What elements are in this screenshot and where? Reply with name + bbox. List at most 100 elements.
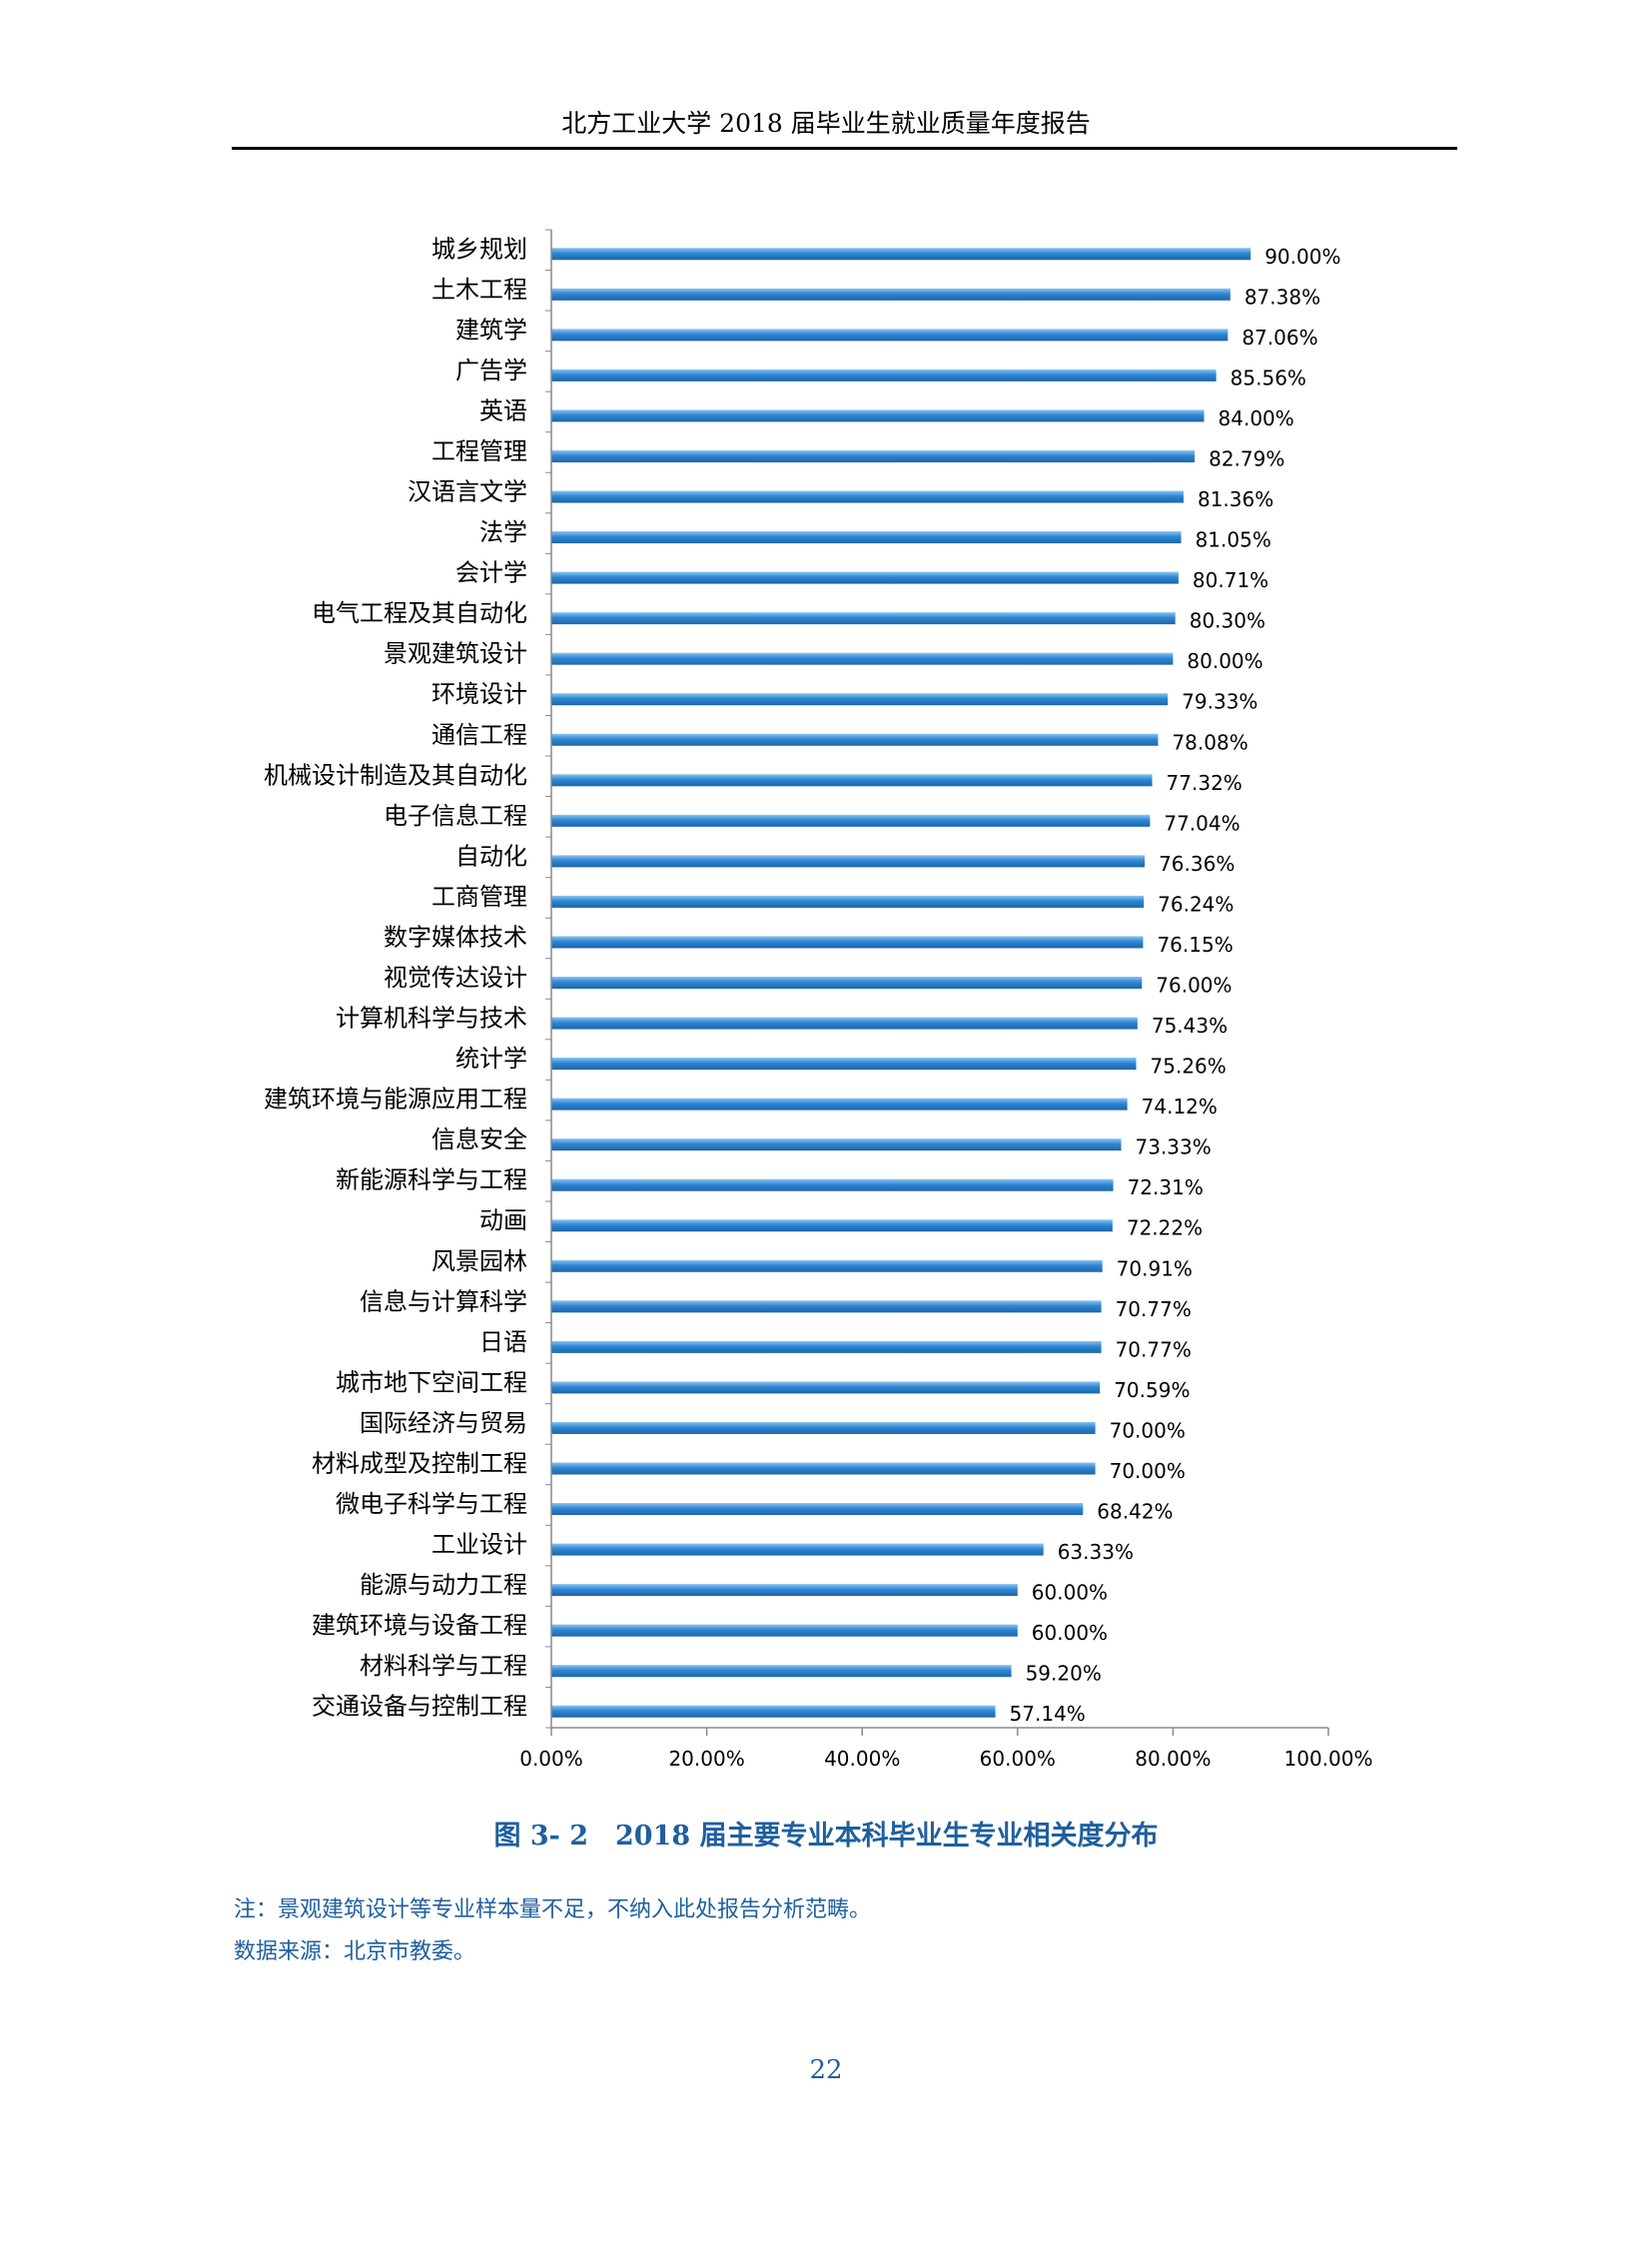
- value-label: 81.05%: [1196, 528, 1271, 552]
- x-tick-label: 40.00%: [824, 1747, 900, 1771]
- category-label: 工商管理: [431, 883, 527, 911]
- value-label: 70.59%: [1114, 1378, 1190, 1402]
- bar-24: [551, 1219, 1113, 1232]
- bar-26: [551, 1300, 1102, 1313]
- value-label: 72.22%: [1127, 1216, 1203, 1240]
- category-label: 城市地下空间工程: [336, 1368, 527, 1396]
- category-label: 材料成型及控制工程: [312, 1449, 527, 1477]
- bar-27: [551, 1340, 1102, 1353]
- category-label: 新能源科学与工程: [336, 1166, 527, 1194]
- value-label: 77.04%: [1164, 811, 1239, 835]
- value-label: 70.00%: [1110, 1459, 1186, 1483]
- x-tick-label: 20.00%: [668, 1747, 744, 1771]
- bar-35: [551, 1665, 1012, 1678]
- value-label: 75.26%: [1151, 1055, 1227, 1079]
- category-label: 土木工程: [431, 276, 527, 304]
- value-label: 74.12%: [1142, 1095, 1218, 1119]
- category-label: 工业设计: [431, 1531, 527, 1559]
- value-label: 90.00%: [1264, 245, 1340, 269]
- category-label: 材料科学与工程: [360, 1652, 527, 1680]
- category-label: 信息与计算科学: [360, 1287, 527, 1315]
- category-label: 会计学: [455, 559, 527, 587]
- value-label: 75.43%: [1152, 1014, 1228, 1038]
- category-label: 机械设计制造及其自动化: [264, 761, 527, 789]
- bar-29: [551, 1421, 1096, 1434]
- header-divider: [232, 147, 1457, 150]
- category-label: 法学: [479, 518, 527, 546]
- bar-5: [551, 449, 1196, 462]
- value-label: 72.31%: [1128, 1175, 1204, 1199]
- value-label: 81.36%: [1198, 487, 1273, 511]
- category-label: 城乡规划: [431, 235, 527, 263]
- value-label: 85.56%: [1231, 366, 1306, 389]
- bar-1: [551, 288, 1231, 301]
- value-label: 76.00%: [1156, 974, 1232, 998]
- category-label: 通信工程: [431, 721, 527, 749]
- bar-19: [551, 1017, 1138, 1030]
- bar-11: [551, 693, 1169, 706]
- bar-20: [551, 1058, 1137, 1071]
- category-label: 景观建筑设计: [384, 640, 527, 668]
- page-number: 22: [809, 2055, 843, 2085]
- value-label: 77.32%: [1167, 771, 1242, 795]
- bar-22: [551, 1138, 1122, 1151]
- page-header-title: 北方工业大学 2018 届毕业生就业质量年度报告: [561, 109, 1091, 138]
- bar-12: [551, 733, 1159, 746]
- category-label: 建筑环境与能源应用工程: [264, 1086, 527, 1114]
- category-label: 电气工程及其自动化: [312, 599, 527, 627]
- bar-17: [551, 936, 1144, 949]
- value-label: 73.33%: [1136, 1135, 1212, 1159]
- value-label: 80.71%: [1193, 568, 1268, 592]
- bar-7: [551, 531, 1182, 544]
- category-label: 环境设计: [431, 680, 527, 708]
- value-label: 76.36%: [1159, 852, 1235, 876]
- value-label: 76.15%: [1157, 933, 1233, 957]
- category-label: 工程管理: [431, 437, 527, 465]
- category-label: 广告学: [455, 357, 527, 384]
- bar-8: [551, 571, 1179, 584]
- value-label: 68.42%: [1097, 1500, 1173, 1524]
- value-label: 87.38%: [1244, 285, 1320, 309]
- bar-23: [551, 1178, 1114, 1191]
- value-label: 60.00%: [1032, 1621, 1108, 1645]
- value-label: 80.30%: [1190, 609, 1265, 633]
- value-label: 57.14%: [1010, 1702, 1086, 1726]
- value-label: 82.79%: [1209, 446, 1284, 470]
- bar-18: [551, 977, 1143, 989]
- category-label: 交通设备与控制工程: [312, 1693, 527, 1721]
- bar-14: [551, 814, 1151, 827]
- category-label: 自动化: [455, 842, 527, 870]
- category-label: 风景园林: [431, 1247, 527, 1275]
- bar-33: [551, 1584, 1018, 1597]
- bar-28: [551, 1381, 1101, 1394]
- category-label: 建筑环境与设备工程: [312, 1612, 527, 1640]
- value-label: 59.20%: [1026, 1662, 1102, 1686]
- bar-25: [551, 1259, 1103, 1272]
- bar-15: [551, 855, 1146, 868]
- value-label: 70.77%: [1116, 1337, 1192, 1361]
- category-label: 信息安全: [431, 1125, 527, 1153]
- bar-4: [551, 409, 1205, 422]
- bar-16: [551, 895, 1145, 908]
- value-label: 87.06%: [1241, 326, 1317, 350]
- category-label: 能源与动力工程: [360, 1571, 527, 1599]
- bar-0: [551, 248, 1251, 261]
- bar-34: [551, 1624, 1018, 1637]
- relevance-bar-chart: 城乡规划 90.00% 土木工程 87.38% 建筑学 87.06% 广告学 85.56% 英语…: [264, 229, 1372, 1771]
- value-label: 60.00%: [1032, 1581, 1108, 1605]
- category-label: 日语: [479, 1328, 527, 1356]
- value-label: 70.91%: [1117, 1256, 1193, 1280]
- bar-6: [551, 490, 1184, 503]
- category-label: 国际经济与贸易: [360, 1409, 527, 1437]
- category-label: 数字媒体技术: [384, 923, 527, 951]
- value-label: 70.00%: [1110, 1418, 1186, 1442]
- bar-13: [551, 774, 1153, 787]
- category-label: 统计学: [455, 1045, 527, 1073]
- bar-2: [551, 329, 1229, 342]
- category-label: 微电子科学与工程: [336, 1490, 527, 1518]
- category-label: 建筑学: [455, 316, 527, 344]
- value-label: 76.24%: [1158, 892, 1234, 916]
- x-tick-label: 60.00%: [980, 1747, 1056, 1771]
- bar-9: [551, 612, 1176, 625]
- value-label: 84.00%: [1219, 406, 1294, 430]
